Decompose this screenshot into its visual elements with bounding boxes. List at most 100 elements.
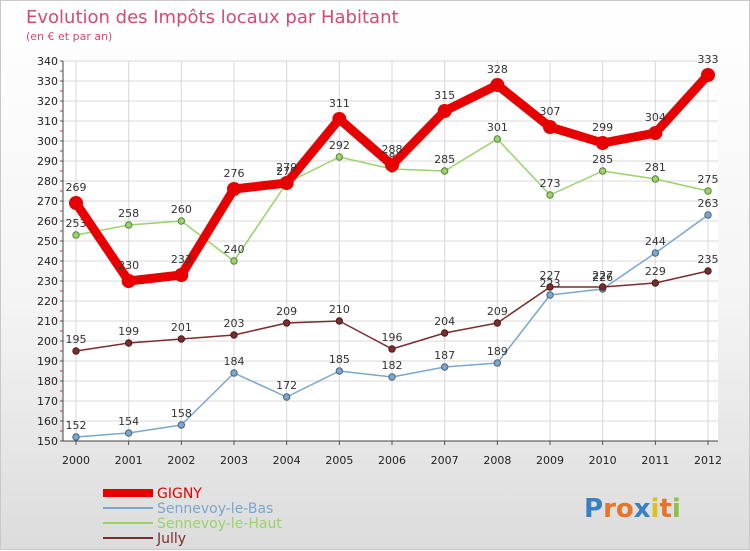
- data-label: 315: [434, 89, 455, 102]
- data-label: 189: [487, 345, 508, 358]
- data-label: 158: [171, 407, 192, 420]
- axes: 150 160 170 180 190 200 210 220 230 240 250 260 270 2…: [37, 55, 722, 467]
- data-point: [69, 196, 83, 210]
- data-label: 196: [382, 331, 403, 344]
- data-point: [72, 347, 80, 355]
- series-sennevoy-le-bas: 152154158184172185182187189223226244263: [66, 197, 719, 441]
- logo-letter: x: [634, 494, 651, 524]
- y-tick-label: 320: [37, 95, 58, 108]
- y-tick-label: 300: [37, 135, 58, 148]
- data-point: [437, 104, 452, 118]
- y-tick-label: 230: [37, 275, 58, 288]
- data-label: 328: [487, 63, 508, 76]
- x-tick-label: 2009: [536, 454, 564, 467]
- plot-background: [63, 61, 718, 441]
- data-point: [174, 268, 189, 282]
- data-point: [493, 359, 502, 367]
- y-tick-label: 190: [37, 355, 58, 368]
- y-tick-label: 150: [37, 435, 58, 448]
- y-tick-label: 180: [37, 375, 58, 388]
- data-point: [648, 126, 663, 140]
- data-point: [230, 257, 238, 265]
- data-label: 285: [434, 153, 455, 166]
- data-point: [651, 249, 660, 257]
- data-label: 299: [592, 121, 613, 134]
- y-tick-label: 200: [37, 335, 58, 348]
- data-point: [385, 158, 399, 172]
- logo-letter: i: [651, 494, 660, 524]
- data-point: [493, 135, 502, 143]
- data-label: 204: [434, 315, 455, 328]
- data-point: [704, 211, 712, 219]
- data-label: 275: [698, 173, 719, 186]
- x-tick-label: 2008: [483, 454, 511, 467]
- x-tick-label: 2004: [273, 454, 301, 467]
- logo-text: Proxiti: [584, 494, 681, 524]
- data-label: 226: [592, 271, 613, 284]
- x-tick-label: 2012: [694, 454, 722, 467]
- data-label: 210: [329, 303, 350, 316]
- logo-letter: r: [603, 494, 616, 524]
- legend-label: GIGNY: [157, 486, 202, 502]
- data-label: 288: [382, 143, 403, 156]
- data-label: 279: [276, 161, 297, 174]
- data-label: 307: [540, 105, 561, 118]
- data-point: [598, 167, 607, 175]
- data-label: 187: [434, 349, 455, 362]
- data-label: 227: [592, 269, 613, 282]
- data-point: [72, 433, 80, 441]
- data-point: [546, 191, 554, 199]
- legend-label: Sennevoy-le-Bas: [157, 501, 273, 517]
- data-label: 172: [276, 379, 297, 392]
- x-tick-label: 2001: [115, 454, 143, 467]
- logo-letter: P: [584, 494, 603, 524]
- y-tick-label: 160: [37, 415, 58, 428]
- data-label: 263: [698, 197, 719, 210]
- data-point: [704, 267, 712, 275]
- data-point: [440, 363, 449, 371]
- data-label: 258: [118, 207, 139, 220]
- data-label: 253: [66, 217, 87, 230]
- logo-letter: t: [659, 494, 671, 524]
- y-tick-label: 290: [37, 155, 58, 168]
- data-label: 260: [171, 203, 192, 216]
- x-tick-label: 2007: [431, 454, 459, 467]
- data-point: [124, 221, 133, 229]
- series-jully: 195 199 201 203 209 210 196 204 209 227 227 229 235: [66, 253, 719, 355]
- data-point: [230, 369, 238, 377]
- data-label: 233: [171, 253, 192, 266]
- series-gigny: 269 230 233 276 279 311 288 315 328 307 299 304 333: [66, 53, 719, 288]
- data-label: 235: [698, 253, 719, 266]
- y-tick-label: 170: [37, 395, 58, 408]
- data-label: 276: [224, 167, 245, 180]
- data-label: 230: [118, 259, 139, 272]
- data-label: 269: [66, 181, 87, 194]
- data-label: 240: [224, 243, 245, 256]
- series-group: 1521541581841721851821871892232262442632…: [66, 53, 719, 441]
- data-point: [177, 217, 186, 225]
- data-label: 152: [66, 419, 87, 432]
- data-label: 301: [487, 121, 508, 134]
- data-label: 185: [329, 353, 350, 366]
- data-point: [177, 421, 186, 429]
- x-tick-label: 2002: [167, 454, 195, 467]
- y-tick-label: 330: [37, 75, 58, 88]
- y-tick-label: 210: [37, 315, 58, 328]
- data-label: 304: [645, 111, 666, 124]
- data-label: 154: [118, 415, 139, 428]
- data-point: [388, 345, 396, 353]
- data-point: [440, 329, 449, 337]
- data-point: [230, 331, 238, 339]
- y-tick-label: 280: [37, 175, 58, 188]
- data-label: 209: [276, 305, 297, 318]
- chart-title: Evolution des Impôts locaux par Habitant: [26, 7, 399, 28]
- data-point: [701, 68, 715, 82]
- x-tick-label: 2003: [220, 454, 248, 467]
- data-label: 244: [645, 235, 666, 248]
- data-point: [546, 283, 554, 291]
- data-label: 195: [66, 333, 87, 346]
- data-point: [227, 182, 241, 196]
- data-label: 273: [540, 177, 561, 190]
